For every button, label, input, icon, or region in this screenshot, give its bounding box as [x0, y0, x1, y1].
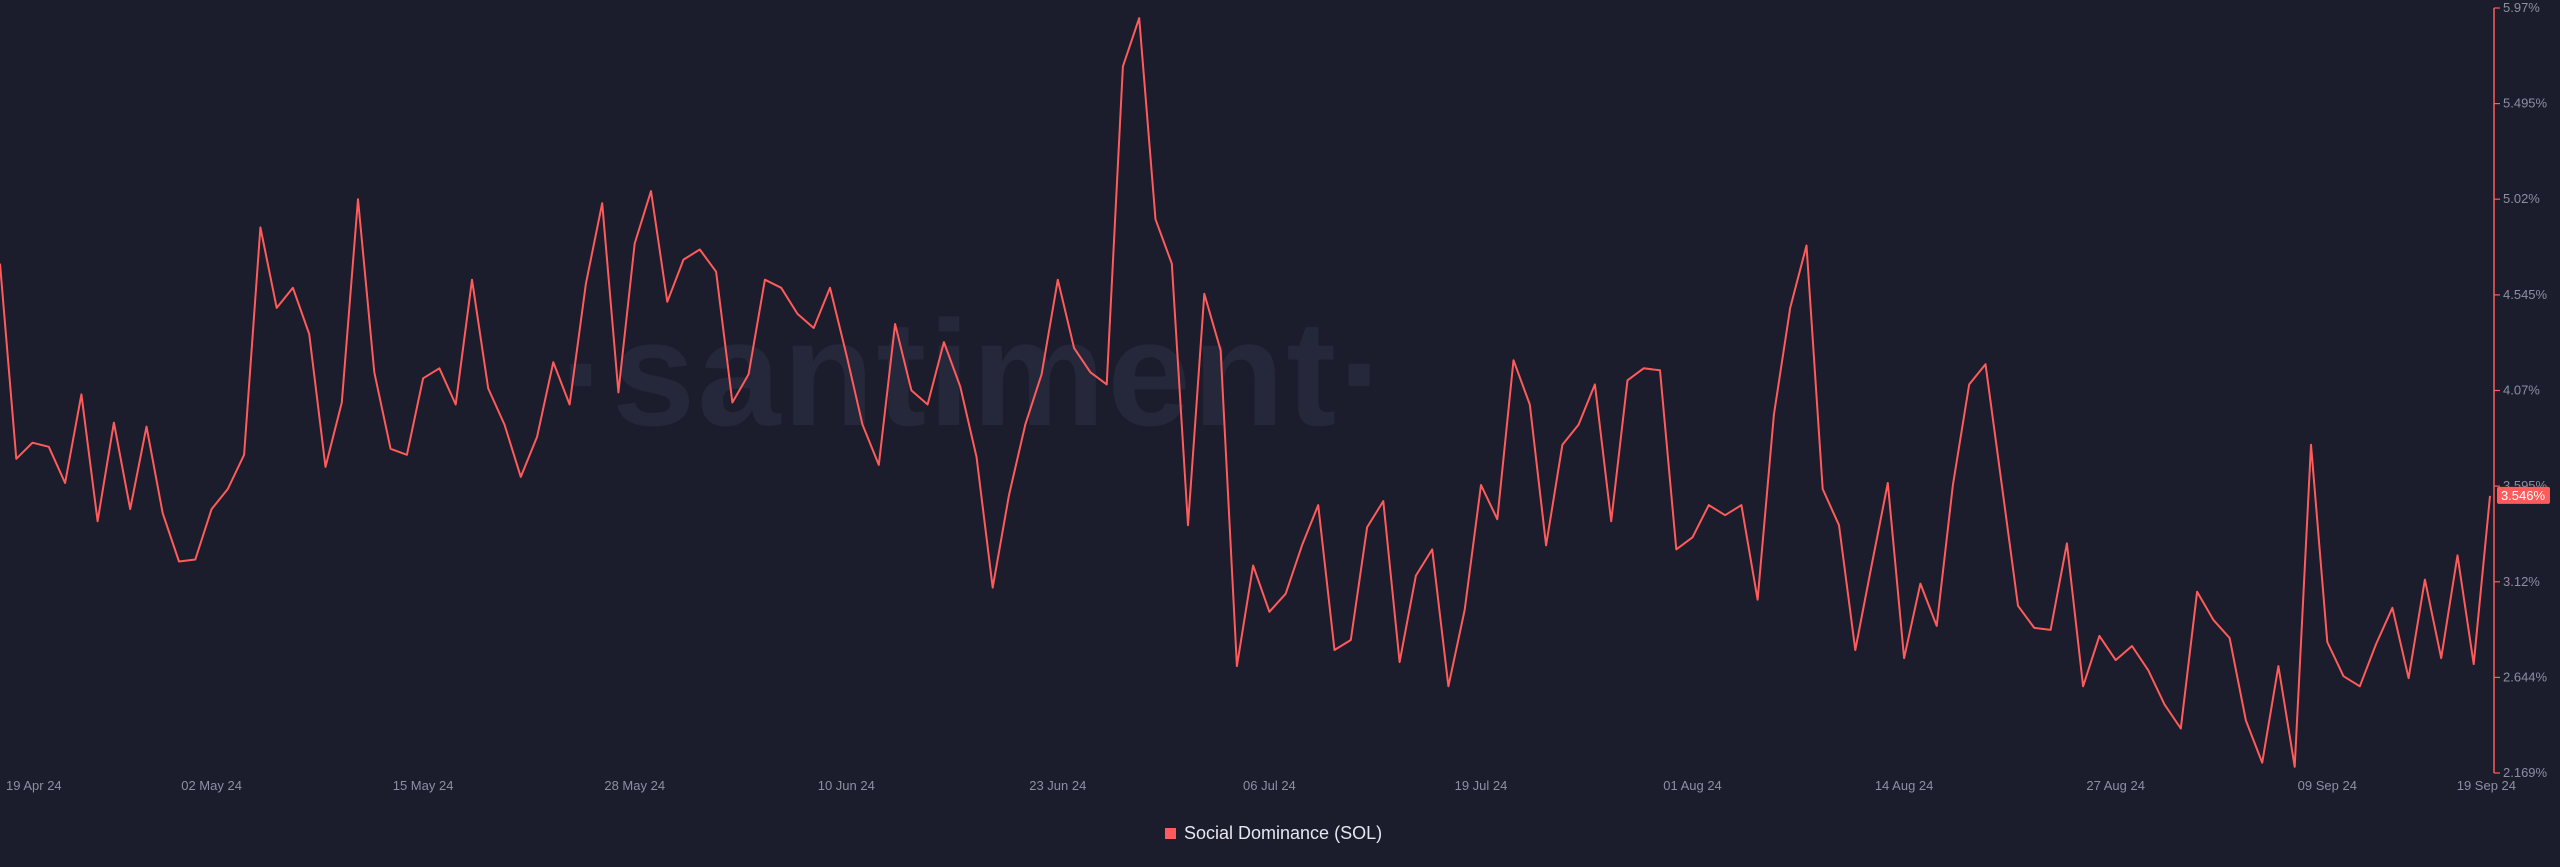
y-axis: 2.169%2.644%3.12%3.595%4.07%4.545%5.02%5… — [2493, 0, 2548, 780]
x-tick-label: 19 Apr 24 — [6, 778, 62, 793]
x-tick-label: 27 Aug 24 — [2086, 778, 2145, 793]
y-tick-label: 2.644% — [2503, 669, 2548, 684]
last-value-marker: 3.546% — [2497, 486, 2550, 504]
x-tick-label: 10 Jun 24 — [818, 778, 875, 793]
watermark-logo: ·santiment· — [560, 289, 1390, 457]
series-layer — [0, 17, 2491, 768]
legend-swatch[interactable] — [1165, 828, 1176, 839]
x-tick-label: 28 May 24 — [604, 778, 665, 793]
x-tick-label: 09 Sep 24 — [2298, 778, 2357, 793]
x-axis: 19 Apr 24 02 May 24 15 May 24 28 May 24 10 J… — [6, 778, 2516, 793]
x-tick-label: 19 Sep 24 — [2457, 778, 2516, 793]
y-tick-label: 5.495% — [2503, 96, 2548, 111]
y-tick-label: 4.07% — [2503, 383, 2540, 398]
x-tick-label: 15 May 24 — [393, 778, 454, 793]
series-line-social-dominance[interactable] — [0, 17, 2491, 768]
last-value-text: 3.546% — [2501, 488, 2546, 503]
x-tick-label: 06 Jul 24 — [1243, 778, 1296, 793]
x-tick-label: 23 Jun 24 — [1029, 778, 1086, 793]
y-tick-label: 2.169% — [2503, 765, 2548, 780]
x-tick-label: 02 May 24 — [181, 778, 242, 793]
x-tick-label: 01 Aug 24 — [1663, 778, 1722, 793]
y-tick-label: 3.12% — [2503, 574, 2540, 589]
y-tick-label: 5.02% — [2503, 191, 2540, 206]
y-tick-label: 4.545% — [2503, 287, 2548, 302]
y-tick-label: 5.97% — [2503, 0, 2540, 15]
x-tick-label: 14 Aug 24 — [1875, 778, 1934, 793]
last-value-badge — [2497, 486, 2550, 504]
legend[interactable]: Social Dominance (SOL) — [1165, 823, 1382, 843]
legend-label[interactable]: Social Dominance (SOL) — [1184, 823, 1382, 843]
x-tick-label: 19 Jul 24 — [1455, 778, 1508, 793]
